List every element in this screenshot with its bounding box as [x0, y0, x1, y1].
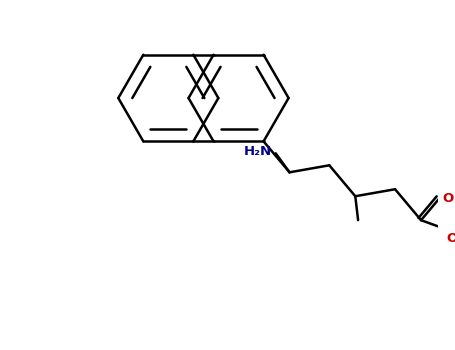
- Text: O: O: [447, 232, 455, 245]
- Text: H₂N: H₂N: [244, 145, 272, 158]
- Text: O: O: [442, 192, 453, 205]
